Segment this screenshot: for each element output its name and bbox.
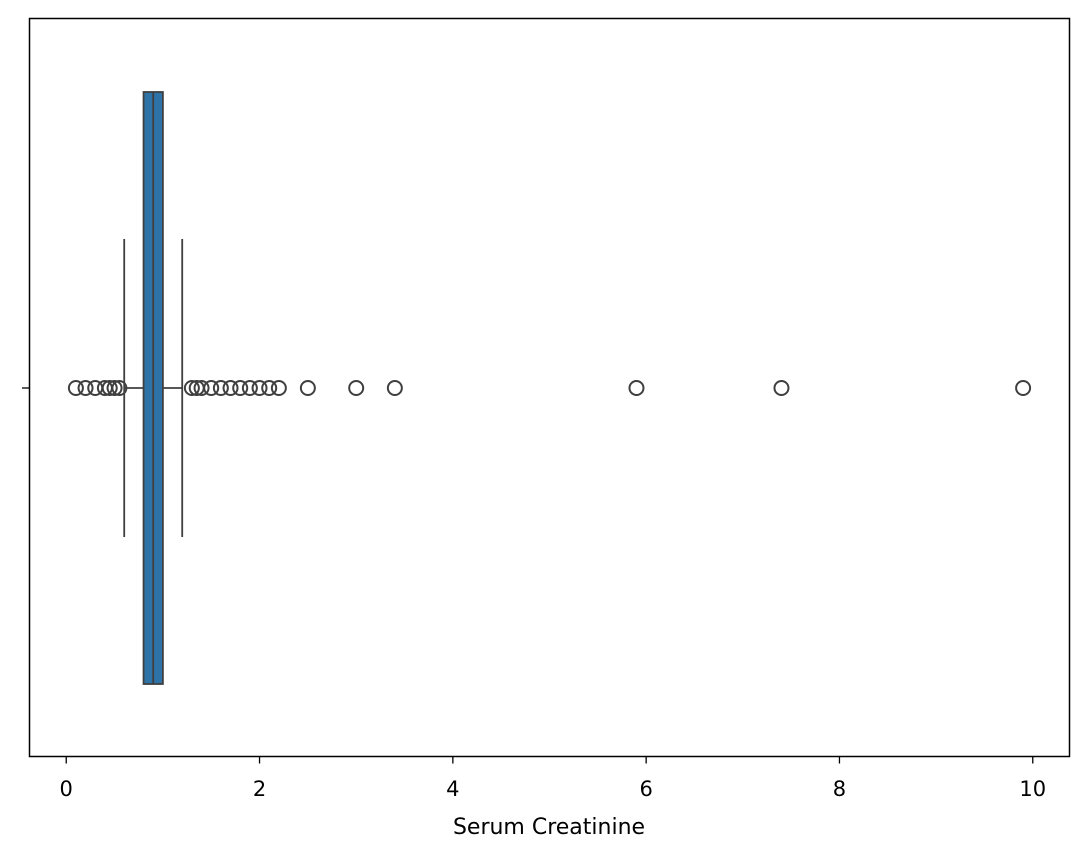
outlier-point bbox=[193, 380, 210, 396]
outlier-point bbox=[203, 380, 220, 396]
plot-marks bbox=[67, 91, 1032, 685]
outlier-point bbox=[111, 380, 128, 396]
outlier-point bbox=[348, 380, 365, 396]
x-axis-ticks: 0 2 4 6 8 10 bbox=[60, 756, 1046, 801]
x-tick-label: 2 bbox=[253, 777, 266, 801]
outlier-point bbox=[386, 380, 403, 396]
outlier-point bbox=[1015, 380, 1032, 396]
outlier-point bbox=[183, 380, 200, 396]
outlier-point bbox=[773, 380, 790, 396]
outlier-point bbox=[241, 380, 258, 396]
outlier-point bbox=[67, 380, 84, 396]
outlier-point bbox=[261, 380, 278, 396]
outlier-point bbox=[232, 380, 249, 396]
outlier-point bbox=[101, 380, 118, 396]
outlier-point bbox=[270, 380, 287, 396]
x-axis-label: Serum Creatinine bbox=[453, 815, 645, 840]
outlier-point bbox=[222, 380, 239, 396]
x-tick-label: 6 bbox=[639, 777, 652, 801]
outlier-point bbox=[299, 380, 316, 396]
x-tick-label: 8 bbox=[833, 777, 846, 801]
outlier-point bbox=[251, 380, 268, 396]
x-tick-label: 4 bbox=[446, 777, 459, 801]
outlier-point bbox=[77, 380, 94, 396]
x-tick-label: 10 bbox=[1019, 777, 1046, 801]
x-tick-label: 0 bbox=[60, 777, 73, 801]
outlier-point bbox=[106, 380, 123, 396]
outlier-point bbox=[212, 380, 229, 396]
outlier-point bbox=[628, 380, 645, 396]
